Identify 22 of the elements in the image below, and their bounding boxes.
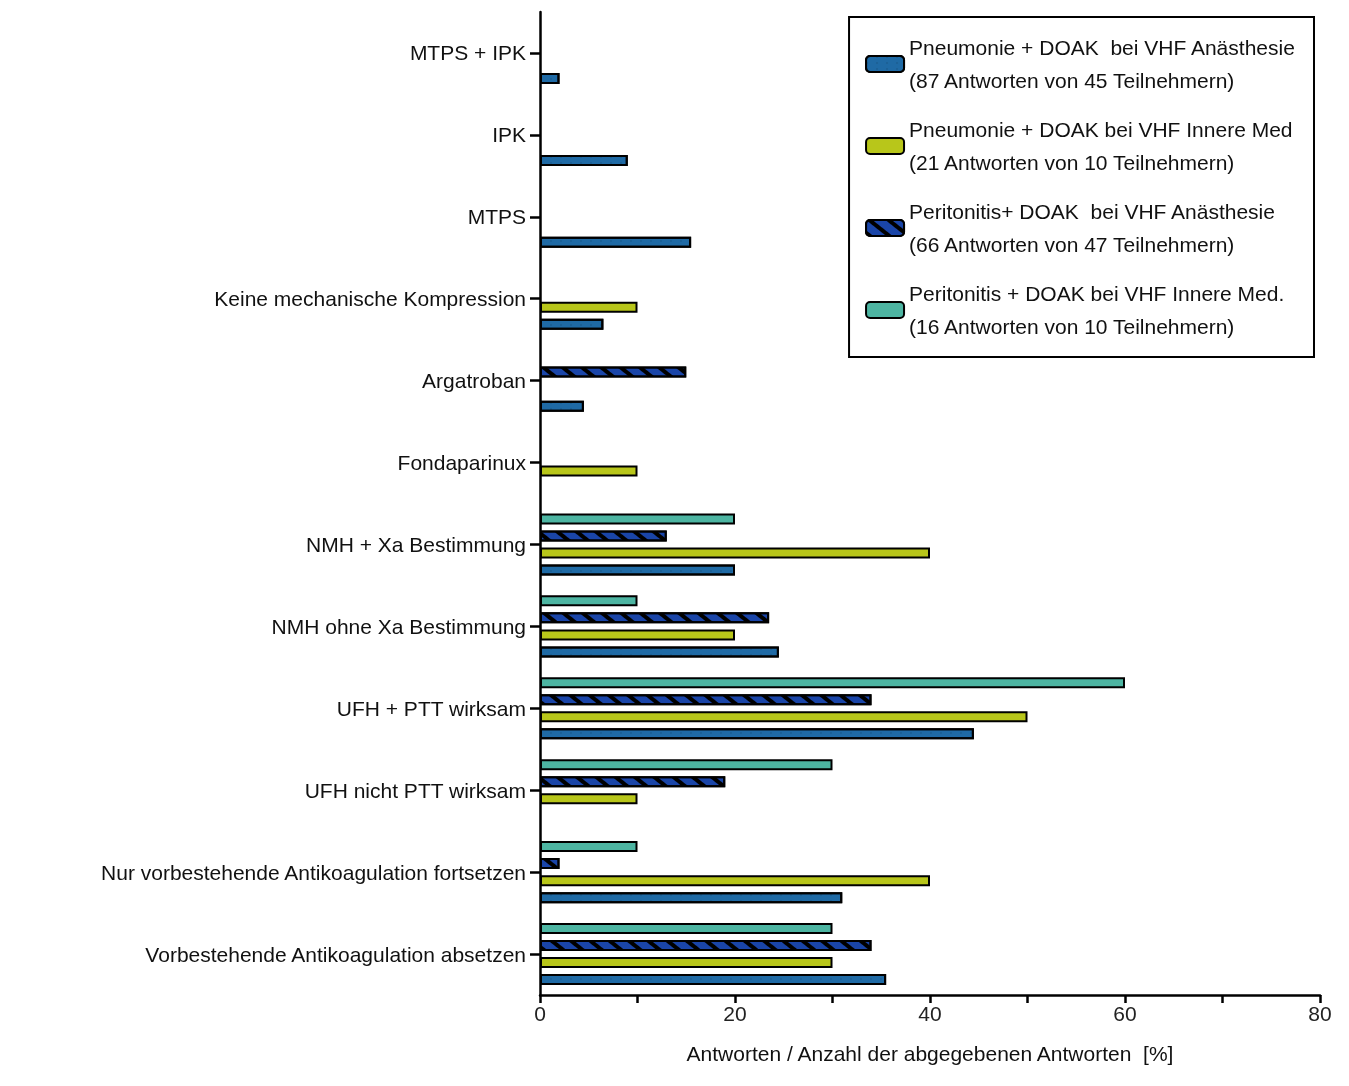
y-tick-label: Argatroban xyxy=(422,369,526,393)
x-tick-label: 0 xyxy=(534,1002,546,1025)
y-tick-label: Keine mechanische Kompression xyxy=(214,287,526,311)
y-tick-label: Nur vorbestehende Antikoagulation fortsetzen xyxy=(101,860,526,884)
legend-label: Peritonitis + DOAK bei VHF Innere Med. (16 Antworten von 10 Teilnehmern) xyxy=(909,282,1285,338)
y-tick-label: Fondaparinux xyxy=(397,451,527,475)
y-tick-label: MTPS xyxy=(467,205,526,229)
x-tick-label: 80 xyxy=(1308,1002,1332,1025)
y-tick-label: IPK xyxy=(492,123,526,147)
legend-label: Pneumonie + DOAK bei VHF Anästhesie (87 Antworten von 45 Teilnehmern) xyxy=(909,36,1295,92)
x-tick-label: 60 xyxy=(1113,1002,1137,1025)
y-tick-label: MTPS + IPK xyxy=(409,41,526,65)
y-tick-label: NMH + Xa Bestimmung xyxy=(306,532,526,556)
legend-label: Pneumonie + DOAK bei VHF Innere Med (21 Antworten von 10 Teilnehmern) xyxy=(909,118,1293,174)
y-tick-label: UFH + PTT wirksam xyxy=(336,696,526,720)
y-tick-label: Vorbestehende Antikoagulation absetzen xyxy=(145,942,526,966)
x-axis-title: Antworten / Anzahl der abgegebenen Antworten [%] xyxy=(686,1042,1174,1065)
legend-label: Peritonitis+ DOAK bei VHF Anästhesie (66 Antworten von 47 Teilnehmern) xyxy=(909,200,1275,256)
y-tick-label: UFH nicht PTT wirksam xyxy=(304,778,526,802)
y-tick-label: NMH ohne Xa Bestimmung xyxy=(271,614,526,638)
x-tick-label: 40 xyxy=(918,1002,942,1025)
x-tick-label: 20 xyxy=(723,1002,747,1025)
